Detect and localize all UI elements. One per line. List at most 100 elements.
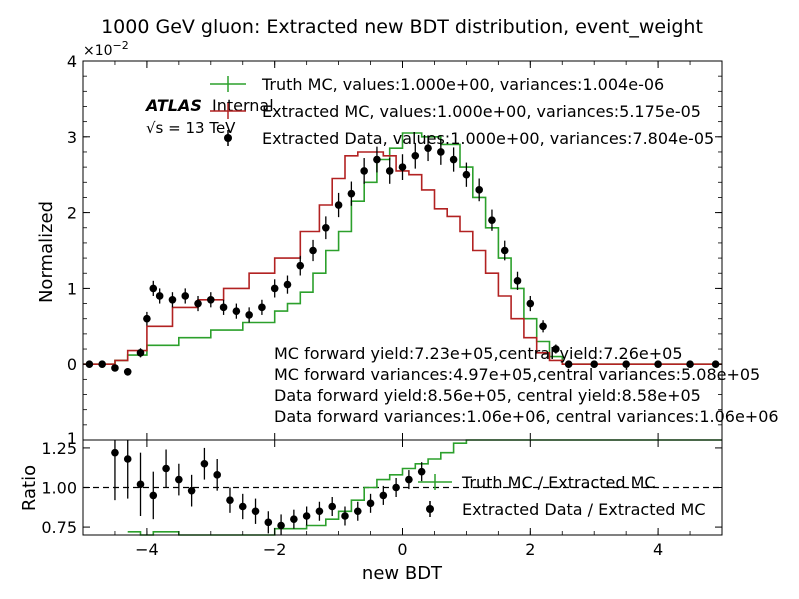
- extracted-data-point: [245, 311, 253, 319]
- ratio-y-tick-label: 0.75: [41, 518, 77, 537]
- extracted-data-point: [654, 360, 662, 369]
- extracted-data-point: [526, 299, 535, 308]
- y-multiplier: ×10−2: [83, 39, 129, 59]
- extracted-data-point: [149, 284, 158, 293]
- ratio-y-tick-label: 1.25: [41, 439, 77, 458]
- main-y-tick-label: 3: [67, 128, 77, 147]
- main-y-tick-label: 4: [67, 52, 77, 71]
- ratio-x-tick-label: 0: [397, 540, 407, 559]
- ratio-legend-marker-data: [426, 505, 434, 513]
- extracted-data-point: [449, 155, 458, 164]
- legend-entry-extracted-mc: Extracted MC, values:1.000e+00, variance…: [262, 102, 701, 121]
- ratio-x-tick-label: 2: [525, 540, 535, 559]
- extracted-data-point: [334, 201, 343, 209]
- extracted-data-point: [98, 360, 106, 369]
- ratio-data-point: [328, 502, 337, 511]
- extracted-data-point: [488, 216, 496, 224]
- extracted-data-point: [500, 246, 509, 255]
- extracted-data-point: [322, 223, 330, 232]
- ratio-axis-ticks: 0.75 1.00 1.25 −4 −2 0 2 4: [41, 439, 723, 559]
- extracted-data-point: [207, 295, 215, 304]
- ratio-data-point: [379, 491, 388, 500]
- extracted-data-point: [437, 148, 445, 156]
- ratio-data-point: [341, 512, 349, 520]
- extracted-data-point: [398, 163, 407, 171]
- ratio-legend-entry-truth: Truth MC / Extracted MC: [461, 473, 656, 492]
- legend-marker-extracted-data: [224, 134, 232, 142]
- ratio-data-point: [111, 448, 119, 457]
- ratio-data-point: [238, 502, 247, 511]
- main-y-tick-label: 2: [67, 204, 77, 223]
- atlas-label: ATLAS: [144, 96, 202, 115]
- extracted-data-point: [462, 170, 471, 179]
- ratio-legend-entry-data: Extracted Data / Extracted MC: [462, 500, 706, 519]
- extracted-data-point: [258, 303, 266, 312]
- main-series: [83, 132, 722, 376]
- extracted-data-point: [232, 307, 241, 315]
- extracted-data-point: [136, 349, 145, 357]
- truth-mc-step-line: [83, 132, 722, 365]
- ratio-x-tick-label: 4: [653, 540, 663, 559]
- ratio-data-point: [213, 471, 221, 479]
- extracted-data-point: [155, 292, 164, 300]
- ratio-data-point: [264, 518, 273, 527]
- main-y-bottom-tick-label: 1: [67, 429, 77, 448]
- ratio-data-point: [417, 467, 426, 476]
- annotation-mc-variances: MC forward variances:4.97e+05,central va…: [274, 365, 760, 384]
- main-y-tick-label: 1: [67, 279, 77, 298]
- extracted-data-point: [123, 367, 132, 376]
- ratio-plot-frame: [82, 439, 723, 536]
- extracted-data-point: [564, 360, 573, 369]
- ratio-data-point: [290, 515, 298, 523]
- x-axis-label: new BDT: [362, 563, 443, 584]
- extracted-data-point: [373, 155, 381, 164]
- ratio-data-point: [392, 483, 400, 492]
- chart-title: 1000 GeV gluon: Extracted new BDT distri…: [101, 16, 703, 38]
- svg-text:×10−2: ×10−2: [83, 39, 129, 59]
- annotation-data-yield: Data forward yield:8.56e+05, central yie…: [274, 386, 701, 405]
- annotation-mc-yield: MC forward yield:7.23e+05,central yield:…: [274, 344, 683, 363]
- ratio-data-point: [251, 507, 260, 516]
- ratio-y-axis-label: Ratio: [19, 465, 40, 511]
- yield-annotations: MC forward yield:7.23e+05,central yield:…: [274, 344, 779, 426]
- ratio-data-point: [200, 459, 209, 468]
- extracted-data-point: [590, 360, 598, 369]
- ratio-data-point: [366, 499, 375, 508]
- ratio-x-tick-label: −2: [263, 540, 287, 559]
- extracted-data-point: [686, 360, 694, 369]
- extracted-data-point: [168, 295, 177, 304]
- ratio-data-point: [353, 507, 362, 516]
- ratio-data-point: [149, 491, 158, 500]
- ratio-data-point: [187, 486, 196, 495]
- ratio-y-tick-label: 1.00: [41, 479, 77, 498]
- extracted-data-point: [385, 167, 394, 175]
- extracted-data-point: [270, 284, 279, 293]
- main-y-tick-label: 0: [67, 355, 77, 374]
- legend-entry-truth-mc: Truth MC, values:1.000e+00, variances:1.…: [261, 75, 664, 94]
- extracted-data-point: [283, 280, 292, 289]
- atlas-label-block: ATLAS Internal √s = 13 TeV: [144, 96, 274, 137]
- ratio-data-point: [226, 496, 234, 504]
- ratio-data-point: [405, 475, 413, 484]
- extracted-data-point: [181, 292, 190, 300]
- y-multiplier-base: ×10: [83, 43, 113, 59]
- extracted-data-point: [111, 364, 119, 372]
- y-multiplier-exponent: −2: [113, 39, 129, 52]
- extracted-data-point: [360, 167, 368, 175]
- extracted-data-point: [296, 261, 305, 270]
- extracted-data-point: [347, 189, 356, 198]
- ratio-legend: Truth MC / Extracted MC Extracted Data /…: [418, 473, 706, 519]
- extracted-data-point: [309, 246, 317, 255]
- ratio-data-point: [123, 455, 132, 463]
- main-y-axis-label: Normalized: [36, 201, 57, 303]
- ratio-data-point: [315, 507, 324, 516]
- ratio-data-point: [277, 521, 285, 530]
- extracted-data-point: [622, 360, 630, 369]
- extracted-data-point: [194, 299, 202, 308]
- ratio-x-tick-label: −4: [135, 540, 159, 559]
- extracted-data-point: [539, 322, 547, 331]
- ratio-data-point: [136, 480, 145, 489]
- extracted-data-point: [475, 186, 483, 194]
- extracted-data-point: [513, 277, 522, 285]
